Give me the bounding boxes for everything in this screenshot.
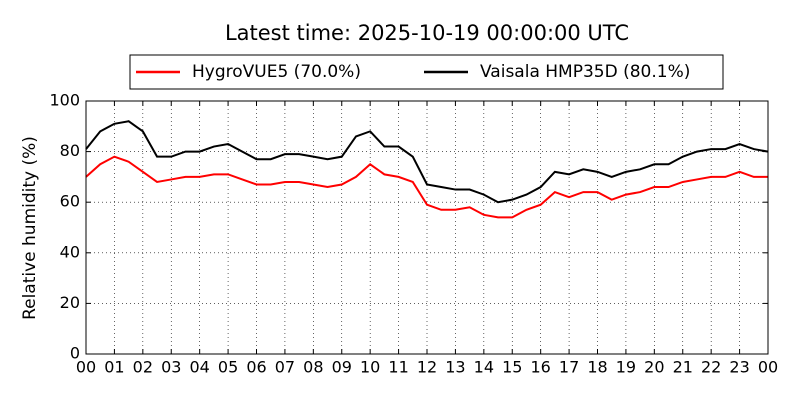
y-tick-label: 40: [60, 242, 80, 261]
y-axis-label: Relative humidity (%): [20, 136, 40, 320]
data-line: [85, 155, 768, 219]
x-tick-label: 11: [388, 358, 408, 377]
x-tick-label: 22: [701, 358, 721, 377]
x-tick-label: 00: [758, 358, 778, 377]
y-tick-label: 100: [49, 91, 80, 110]
x-tick-label: 09: [332, 358, 352, 377]
x-tick-label: 03: [161, 358, 181, 377]
plot-frame: [85, 100, 769, 355]
x-tick-label: 16: [530, 358, 550, 377]
x-tick-label: 05: [218, 358, 238, 377]
x-tick-label: 00: [76, 358, 96, 377]
x-tick-label: 10: [360, 358, 380, 377]
x-tick-label: 13: [445, 358, 465, 377]
y-tick-label: 80: [60, 141, 80, 160]
y-tick-label: 0: [70, 344, 80, 363]
x-tick-label: 14: [474, 358, 494, 377]
x-tick-label: 18: [587, 358, 607, 377]
x-tick-label: 02: [133, 358, 153, 377]
x-tick-label: 15: [502, 358, 522, 377]
x-tick-label: 23: [729, 358, 749, 377]
chart-title: Latest time: 2025-10-19 00:00:00 UTC: [225, 21, 629, 45]
x-tick-label: 06: [246, 358, 266, 377]
y-tick-label: 20: [60, 293, 80, 312]
x-tick-label: 20: [644, 358, 664, 377]
x-tick-label: 17: [559, 358, 579, 377]
x-tick-label: 07: [275, 358, 295, 377]
x-tick-label: 04: [189, 358, 209, 377]
legend-label: HygroVUE5 (70.0%): [192, 62, 361, 82]
x-tick-label: 21: [673, 358, 693, 377]
x-tick-label: 12: [417, 358, 437, 377]
x-tick-label: 01: [104, 358, 124, 377]
legend-label: Vaisala HMP35D (80.1%): [480, 62, 690, 82]
x-tick-label: 19: [616, 358, 636, 377]
y-tick-label: 60: [60, 192, 80, 211]
x-tick-label: 08: [303, 358, 323, 377]
data-line: [85, 120, 769, 204]
